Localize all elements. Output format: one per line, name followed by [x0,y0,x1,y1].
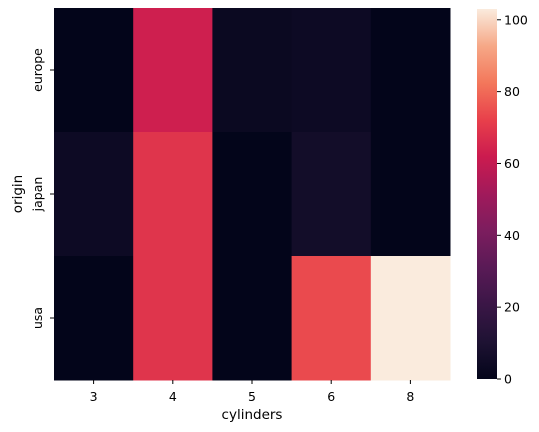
heatmap-cell-usa-8 [370,256,451,381]
heatmap-cell-usa-3 [54,256,134,381]
heatmap-cell-europe-5 [212,8,293,133]
y-tick-label: usa [30,307,45,329]
colorbar-tick-label: 80 [504,84,520,99]
y-axis-ticks: europe japan usa [30,48,54,329]
heatmap-cell-europe-8 [370,8,451,133]
heatmap-cell-usa-4 [133,256,213,381]
x-tick-label: 6 [327,389,335,404]
x-tick-label: 3 [90,389,98,404]
heatmap-cell-usa-6 [291,256,372,381]
heatmap-cell-japan-8 [370,132,451,257]
x-axis-label: cylinders [222,407,283,423]
heatmap-cell-japan-3 [54,132,134,257]
colorbar-tick-label: 0 [504,372,512,387]
colorbar-tick-label: 20 [504,300,520,315]
heatmap-cell-japan-4 [133,132,213,257]
y-axis-label: origin [10,175,26,213]
y-tick-label: japan [30,177,45,213]
y-tick-label: europe [30,48,45,92]
heatmap-cell-usa-5 [212,256,293,381]
heatmap-cell-europe-3 [54,8,134,133]
heatmap-cell-europe-6 [291,8,372,133]
x-axis-ticks: 3 4 5 6 8 [90,380,414,404]
colorbar [477,9,497,379]
heatmap-cell-japan-6 [291,132,372,257]
heatmap-cells [54,8,451,381]
colorbar-tick-label: 40 [504,228,520,243]
colorbar-ticks: 0 20 40 60 80 100 [497,12,528,387]
colorbar-tick-label: 100 [504,12,528,27]
x-tick-label: 4 [169,389,177,404]
x-tick-label: 8 [406,389,414,404]
heatmap-cell-europe-4 [133,8,213,133]
x-tick-label: 5 [248,389,256,404]
colorbar-tick-label: 60 [504,156,520,171]
heatmap-cell-japan-5 [212,132,293,257]
